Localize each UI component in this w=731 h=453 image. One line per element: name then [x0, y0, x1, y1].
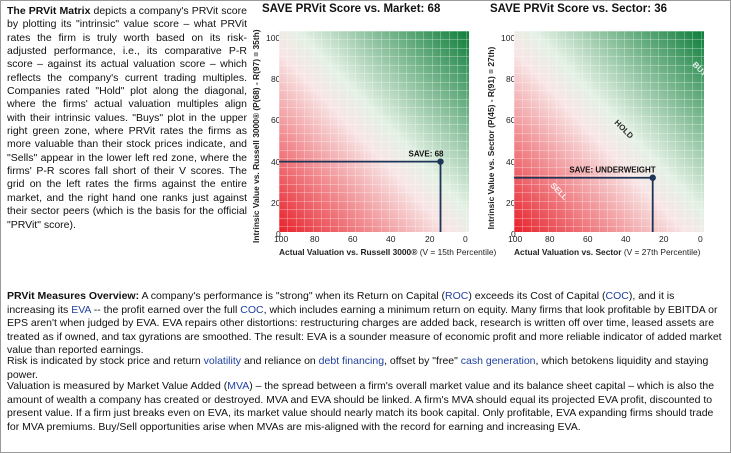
overview-heading: PRVit Measures Overview: — [7, 290, 140, 302]
valuation-text: ) – the spread between a firm's overall … — [7, 380, 715, 433]
link-cash-generation[interactable]: cash generation — [460, 355, 536, 367]
chart-market-xlabel-rest: (V = 15th Percentile) — [417, 247, 497, 257]
valuation-text: Valuation is measured by Market Value Ad… — [7, 380, 228, 392]
link-volatility[interactable]: volatility — [203, 355, 242, 367]
chart-sector-ylabel: Intrinsic Value vs. Sector (P(45) - R(91… — [486, 46, 496, 230]
risk-text: Risk is indicated by stock price and ret… — [7, 355, 204, 367]
chart-sector-ytick: 20 — [506, 198, 516, 208]
overview-text: ), and it is increasing its — [7, 290, 675, 316]
overview-text: A company's performance is "strong" when… — [139, 290, 446, 302]
chart-market-ytick: 100 — [266, 33, 281, 43]
chart-sector-xtick: 0 — [698, 234, 703, 244]
intro-text: depicts a company's PRVit score by plott… — [7, 5, 247, 231]
chart-market-ytick: 20 — [271, 198, 281, 208]
risk-text: , which betokens liquidity and staying p… — [7, 355, 709, 381]
chart-sector-ytick: 0 — [511, 229, 516, 239]
intro-heading: The PRVit Matrix — [7, 5, 91, 17]
chart-market-gridlines — [279, 31, 469, 232]
chart-market-xtick: 80 — [310, 234, 320, 244]
chart-sector-xtick: 60 — [583, 234, 593, 244]
chart-sector-title: SAVE PRVit Score vs. Sector: 36 — [490, 3, 668, 15]
chart-sector-grid: BUY HOLD SELL SAVE: UNDERWEIGHT — [514, 31, 704, 232]
risk-text: and reliance on — [241, 355, 319, 367]
chart-market-xtick: 0 — [463, 234, 468, 244]
chart-market-point-label: SAVE: 68 — [409, 150, 445, 159]
chart-sector-xtick: 40 — [621, 234, 631, 244]
chart-sector-ytick: 80 — [506, 74, 516, 84]
chart-market-xtick: 100 — [274, 234, 289, 244]
chart-sector-xlabel-bold: Actual Valuation vs. Sector — [514, 247, 622, 257]
chart-sector-ytick: 40 — [506, 157, 516, 167]
chart-market-xlabel: Actual Valuation vs. Russell 3000® (V = … — [279, 247, 496, 257]
risk-text: , offset by "free" — [384, 355, 461, 367]
chart-market-grid: SAVE: 68 — [279, 31, 469, 232]
link-coc-2[interactable]: COC — [240, 303, 264, 316]
chart-market-point — [437, 158, 444, 165]
chart-sector-point-label: SAVE: UNDERWEIGHT — [569, 166, 655, 175]
chart-market-title: SAVE PRVit Score vs. Market: 68 — [262, 3, 441, 15]
chart-market-ytick: 80 — [271, 74, 281, 84]
link-debt-financing[interactable]: debt financing — [318, 355, 385, 367]
chart-sector-xtick: 20 — [659, 234, 669, 244]
chart-market-xlabel-bold: Actual Valuation vs. Russell 3000® — [279, 247, 418, 257]
chart-sector-xlabel-rest: (V = 27th Percentile) — [621, 247, 701, 257]
risk-paragraph: Risk is indicated by stock price and ret… — [7, 355, 725, 382]
chart-sector-ytick: 60 — [506, 115, 516, 125]
overview-text: , which includes earning a minimum retur… — [7, 303, 722, 357]
overview-text: ) exceeds its Cost of Capital ( — [468, 290, 606, 302]
chart-sector-xtick: 80 — [545, 234, 555, 244]
chart-market-xtick: 20 — [425, 234, 435, 244]
chart-sector-ytick: 100 — [501, 33, 516, 43]
valuation-paragraph: Valuation is measured by Market Value Ad… — [7, 380, 725, 434]
overview-text: -- the profit earned over the full — [90, 303, 241, 316]
chart-sector-point — [649, 174, 656, 181]
chart-sector-gridlines — [514, 31, 704, 232]
chart-market-xtick: 60 — [348, 234, 358, 244]
chart-sector-xtick: 100 — [508, 234, 523, 244]
chart-market-xtick: 40 — [386, 234, 396, 244]
link-roc[interactable]: ROC — [445, 290, 469, 302]
chart-sector-xlabel: Actual Valuation vs. Sector (V = 27th Pe… — [514, 247, 700, 257]
overview-paragraph: PRVit Measures Overview: A company's per… — [7, 290, 725, 358]
link-eva[interactable]: EVA — [71, 303, 91, 316]
link-mva[interactable]: MVA — [227, 380, 250, 392]
prvit-matrix-intro: The PRVit Matrix depicts a company's PRV… — [7, 5, 247, 232]
link-coc[interactable]: COC — [605, 290, 629, 302]
chart-market-ytick: 0 — [276, 229, 281, 239]
chart-market-ylabel: Intrinsic Value vs. Russell 3000® (P(68)… — [251, 29, 261, 243]
chart-market-ytick: 60 — [271, 115, 281, 125]
chart-market-ytick: 40 — [271, 157, 281, 167]
